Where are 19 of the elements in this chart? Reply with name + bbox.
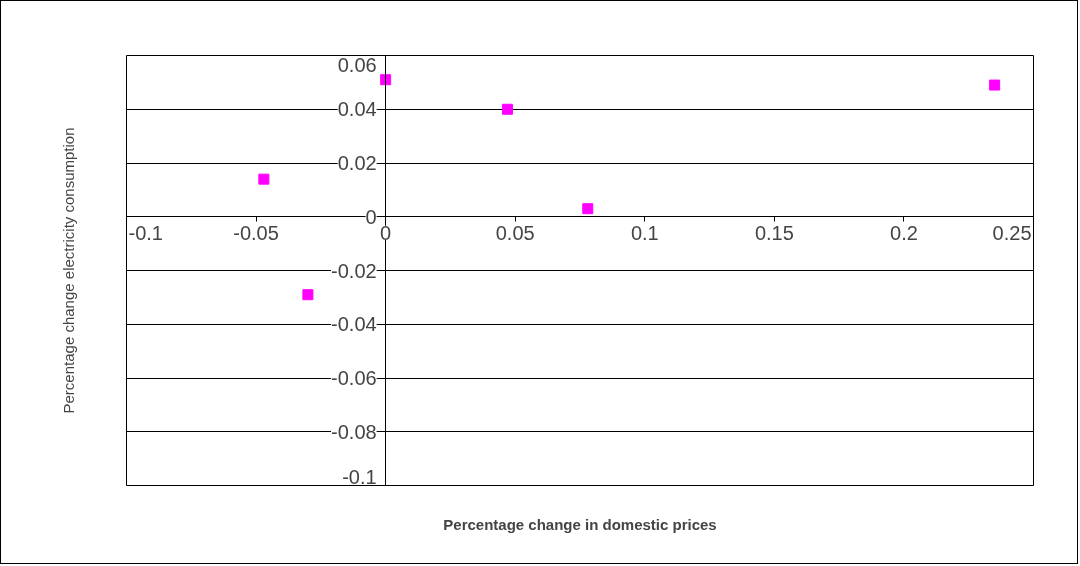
y-tick-label: -0.08 bbox=[331, 420, 377, 443]
y-tick-label: -0.04 bbox=[331, 313, 377, 336]
y-tick-label: -0.06 bbox=[331, 367, 377, 389]
y-tick-label: -0.1 bbox=[342, 465, 377, 488]
x-tick-label: 0.15 bbox=[754, 221, 794, 244]
x-tick-label: 0.25 bbox=[992, 221, 1032, 244]
y-tick-label: 0.04 bbox=[337, 98, 377, 121]
x-tick-label: 0.1 bbox=[630, 221, 659, 244]
x-tick-label: 0 bbox=[380, 221, 392, 244]
y-axis-title: Percentage change electricity consumption bbox=[59, 127, 77, 414]
y-tick-label: 0 bbox=[365, 205, 377, 228]
x-tick-label: 0.2 bbox=[890, 221, 918, 244]
x-axis-title: Percentage change in domestic prices bbox=[443, 515, 717, 533]
y-tick-label: -0.02 bbox=[331, 259, 377, 282]
x-tick-label: -0.1 bbox=[128, 221, 163, 244]
x-tick-label: -0.05 bbox=[233, 221, 279, 244]
y-tick-label: 0.06 bbox=[337, 53, 377, 76]
x-tick-label: 0.05 bbox=[495, 221, 535, 244]
y-tick-label: 0.02 bbox=[337, 152, 377, 174]
